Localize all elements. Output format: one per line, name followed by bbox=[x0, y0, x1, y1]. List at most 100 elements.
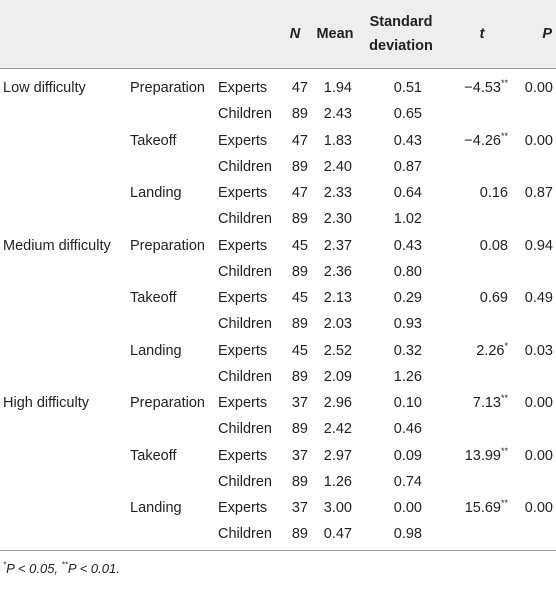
cell-t bbox=[442, 521, 516, 551]
cell-p bbox=[516, 206, 556, 232]
cell-difficulty bbox=[0, 521, 124, 551]
cell-phase bbox=[124, 259, 216, 285]
cell-t: 0.08 bbox=[442, 233, 516, 259]
cell-difficulty bbox=[0, 206, 124, 232]
cell-difficulty bbox=[0, 128, 124, 154]
cell-group: Children bbox=[218, 263, 272, 280]
cell-n: 89 bbox=[280, 521, 310, 551]
significance-mark: ** bbox=[500, 393, 508, 404]
cell-phase: Takeoff bbox=[130, 290, 177, 307]
cell-n: 47 bbox=[291, 185, 308, 202]
footnote-text-significance-001: P < 0.01. bbox=[67, 560, 120, 576]
cell-standard-deviation: 0.98 bbox=[360, 521, 442, 551]
cell-n: 89 bbox=[291, 106, 308, 123]
cell-t: −4.53** bbox=[442, 69, 516, 102]
results-table: N Mean Standard deviation t P Low diffic… bbox=[0, 0, 556, 551]
results-table-container: N Mean Standard deviation t P Low diffic… bbox=[0, 0, 556, 576]
cell-difficulty bbox=[0, 364, 124, 390]
cell-group: Experts bbox=[218, 447, 268, 464]
cell-mean: 1.26 bbox=[323, 473, 352, 490]
cell-difficulty bbox=[0, 259, 124, 285]
cell-p: 0.03 bbox=[524, 342, 553, 359]
cell-standard-deviation: 0.32 bbox=[393, 342, 422, 359]
cell-standard-deviation: 0.09 bbox=[393, 447, 422, 464]
cell-n: 89 bbox=[291, 368, 308, 385]
table-row: Children 89 2.40 0.87 bbox=[0, 154, 556, 180]
cell-phase bbox=[124, 364, 216, 390]
cell-n: 89 bbox=[291, 421, 308, 438]
cell-n: 89 bbox=[291, 158, 308, 175]
header-mean: Mean bbox=[310, 0, 360, 69]
table-row: Children 89 2.09 1.26 bbox=[0, 364, 556, 390]
cell-n: 47 bbox=[291, 132, 308, 149]
cell-phase: Takeoff bbox=[130, 132, 177, 149]
cell-p: 0.00 bbox=[524, 132, 553, 149]
significance-mark: ** bbox=[500, 498, 508, 509]
significance-mark: ** bbox=[500, 130, 508, 141]
cell-group: Children bbox=[216, 521, 280, 551]
cell-standard-deviation: 0.10 bbox=[393, 395, 422, 412]
cell-n: 89 bbox=[291, 211, 308, 228]
cell-standard-deviation: 0.29 bbox=[393, 290, 422, 307]
cell-n: 37 bbox=[291, 395, 308, 412]
cell-t: −4.26** bbox=[442, 128, 516, 154]
cell-mean: 2.52 bbox=[323, 342, 352, 359]
cell-difficulty bbox=[0, 180, 124, 206]
cell-p bbox=[516, 154, 556, 180]
cell-group: Children bbox=[218, 106, 272, 123]
cell-group: Experts bbox=[218, 395, 268, 412]
t-value: 7.13 bbox=[472, 395, 501, 412]
cell-t bbox=[442, 364, 516, 390]
footnote-mark-double: ** bbox=[61, 560, 68, 570]
table-row: Takeoff Experts 45 2.13 0.29 0.69 0.49 bbox=[0, 285, 556, 311]
cell-p: 0.49 bbox=[524, 290, 553, 307]
cell-group: Children bbox=[218, 211, 272, 228]
cell-t bbox=[442, 259, 516, 285]
cell-phase: Landing bbox=[130, 342, 182, 359]
table-row: Landing Experts 47 2.33 0.64 0.16 0.87 bbox=[0, 180, 556, 206]
table-row: Children 89 2.43 0.65 bbox=[0, 101, 556, 127]
cell-phase: Landing bbox=[130, 500, 182, 517]
cell-n: 45 bbox=[291, 290, 308, 307]
cell-p bbox=[516, 101, 556, 127]
cell-n: 47 bbox=[291, 80, 308, 97]
cell-t: 0.16 bbox=[442, 180, 516, 206]
header-p: P bbox=[516, 0, 556, 69]
cell-t bbox=[442, 154, 516, 180]
cell-n: 45 bbox=[291, 237, 308, 254]
cell-phase: Preparation bbox=[130, 80, 205, 97]
cell-mean: 1.94 bbox=[323, 80, 352, 97]
cell-difficulty bbox=[0, 101, 124, 127]
table-row: Landing Experts 37 3.00 0.00 15.69** 0.00 bbox=[0, 495, 556, 521]
cell-t bbox=[442, 469, 516, 495]
cell-difficulty: Medium difficulty bbox=[3, 237, 111, 254]
cell-phase: Preparation bbox=[130, 237, 205, 254]
cell-group: Experts bbox=[218, 500, 268, 517]
cell-t: 15.69** bbox=[442, 495, 516, 521]
cell-group: Children bbox=[218, 368, 272, 385]
cell-mean: 2.13 bbox=[323, 290, 352, 307]
t-value: 0.08 bbox=[479, 237, 508, 254]
cell-p bbox=[516, 364, 556, 390]
cell-standard-deviation: 0.65 bbox=[393, 106, 422, 123]
cell-mean: 2.03 bbox=[323, 316, 352, 333]
table-row: Children 89 2.03 0.93 bbox=[0, 311, 556, 337]
cell-difficulty bbox=[0, 311, 124, 337]
cell-group: Experts bbox=[218, 342, 268, 359]
cell-p: 0.87 bbox=[524, 185, 553, 202]
cell-n: 89 bbox=[291, 473, 308, 490]
header-difficulty bbox=[0, 0, 124, 69]
cell-standard-deviation: 0.80 bbox=[393, 263, 422, 280]
cell-standard-deviation: 0.93 bbox=[393, 316, 422, 333]
cell-t: 13.99** bbox=[442, 443, 516, 469]
cell-p bbox=[516, 259, 556, 285]
cell-phase bbox=[124, 469, 216, 495]
table-row: Landing Experts 45 2.52 0.32 2.26* 0.03 bbox=[0, 338, 556, 364]
t-value: 15.69 bbox=[464, 500, 501, 517]
table-row: High difficulty Preparation Experts 37 2.96 0… bbox=[0, 390, 556, 416]
cell-t: 0.69 bbox=[442, 285, 516, 311]
significance-mark: ** bbox=[500, 78, 508, 89]
cell-t: 7.13** bbox=[442, 390, 516, 416]
cell-difficulty bbox=[0, 285, 124, 311]
t-value: 0.69 bbox=[479, 290, 508, 307]
